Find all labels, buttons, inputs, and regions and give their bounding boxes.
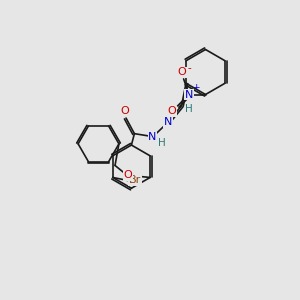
Text: O: O <box>124 170 132 180</box>
Text: N: N <box>164 117 172 127</box>
Text: N: N <box>148 132 157 142</box>
Text: H: H <box>158 138 165 148</box>
Text: -: - <box>187 63 191 74</box>
Text: H: H <box>185 104 193 114</box>
Text: O: O <box>120 106 129 116</box>
Text: Br: Br <box>129 176 141 185</box>
Text: O: O <box>168 106 177 116</box>
Text: N: N <box>185 89 193 100</box>
Text: +: + <box>192 82 199 91</box>
Text: O: O <box>178 67 187 77</box>
